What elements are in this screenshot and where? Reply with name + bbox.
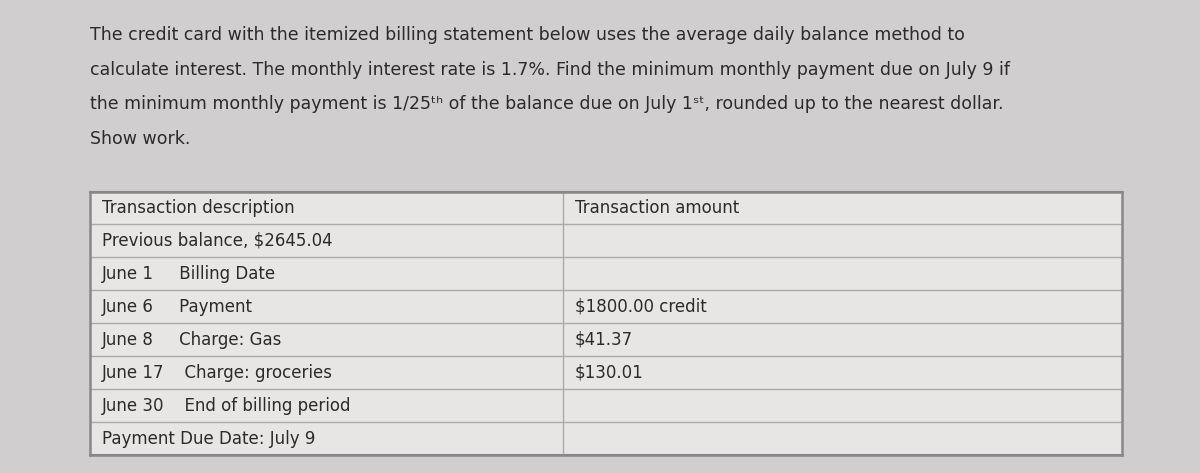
Text: June 6     Payment: June 6 Payment — [102, 298, 253, 316]
Text: the minimum monthly payment is 1/25ᵗʰ of the balance due on July 1ˢᵗ, rounded up: the minimum monthly payment is 1/25ᵗʰ of… — [90, 95, 1003, 113]
Text: June 30    End of billing period: June 30 End of billing period — [102, 397, 352, 415]
Text: $130.01: $130.01 — [575, 364, 643, 382]
Text: June 17    Charge: groceries: June 17 Charge: groceries — [102, 364, 334, 382]
Text: June 8     Charge: Gas: June 8 Charge: Gas — [102, 331, 282, 349]
Text: Previous balance, $2645.04: Previous balance, $2645.04 — [102, 232, 332, 250]
Text: The credit card with the itemized billing statement below uses the average daily: The credit card with the itemized billin… — [90, 26, 965, 44]
Text: calculate interest. The monthly interest rate is 1.7%. Find the minimum monthly : calculate interest. The monthly interest… — [90, 61, 1010, 79]
Text: $41.37: $41.37 — [575, 331, 632, 349]
Text: Payment Due Date: July 9: Payment Due Date: July 9 — [102, 429, 316, 447]
Bar — [90, 192, 1122, 455]
Text: June 1     Billing Date: June 1 Billing Date — [102, 265, 276, 283]
Text: Transaction description: Transaction description — [102, 199, 295, 217]
Text: $1800.00 credit: $1800.00 credit — [575, 298, 707, 316]
Text: Transaction amount: Transaction amount — [575, 199, 739, 217]
Text: Show work.: Show work. — [90, 130, 191, 148]
